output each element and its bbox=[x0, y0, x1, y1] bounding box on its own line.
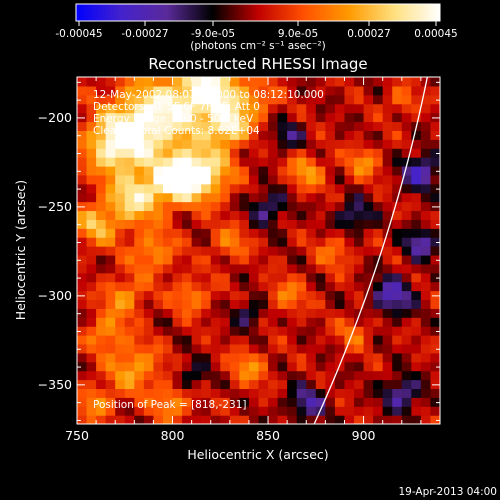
x-tick-label: 900 bbox=[352, 428, 376, 443]
colorbar-tick-label: 9.0e-05 bbox=[278, 28, 318, 40]
colorbar-tick-label: -0.00045 bbox=[55, 28, 102, 40]
info-line-time: 12-May-2002 08:07:18.000 to 08:12:10.000 bbox=[93, 89, 324, 101]
solar-limb-curve bbox=[313, 77, 428, 424]
x-tick-label: 750 bbox=[65, 428, 89, 443]
x-axis: 750 800 850 900 bbox=[65, 77, 422, 443]
footer-date: 19-Apr-2013 04:00 bbox=[398, 486, 497, 498]
chart-title: Reconstructed RHESSI Image bbox=[148, 55, 367, 73]
colorbar-tick-label: 0.00027 bbox=[347, 28, 390, 40]
x-tick-label: 800 bbox=[161, 428, 185, 443]
colorbar-ticks: -0.00045 -0.00027 -9.0e-05 9.0e-05 0.00027 0.… bbox=[55, 21, 458, 40]
info-line-counts: Clean Total Counts: 8.62E+04 bbox=[93, 125, 260, 137]
y-tick-label: −350 bbox=[38, 377, 72, 392]
info-overlay: 12-May-2002 08:07:18.000 to 08:12:10.000… bbox=[93, 89, 324, 411]
info-line-detectors: Detectors: 4F 5F 6F 7F 8F, Att 0 bbox=[93, 101, 260, 113]
y-axis: −200 −250 −300 −350 bbox=[38, 81, 440, 421]
colorbar-tick-label: -9.0e-05 bbox=[191, 28, 235, 40]
colorbar-bar bbox=[75, 3, 441, 22]
y-tick-label: −250 bbox=[38, 199, 72, 214]
colorbar-tick-label: 0.00045 bbox=[414, 28, 457, 40]
info-line-energy: Energy Range: 25.0 - 50.0 keV bbox=[93, 113, 254, 125]
plot-area bbox=[77, 77, 440, 424]
heatmap-image bbox=[77, 77, 440, 424]
colorbar: -0.00045 -0.00027 -9.0e-05 9.0e-05 0.00027 0.… bbox=[55, 3, 458, 52]
colorbar-unit-label: (photons cm⁻² s⁻¹ asec⁻²) bbox=[190, 40, 325, 52]
y-tick-label: −300 bbox=[38, 288, 72, 303]
plot-frame bbox=[76, 76, 441, 425]
peak-position-label: Position of Peak = [818,-231] bbox=[93, 399, 247, 411]
x-tick-label: 850 bbox=[256, 428, 280, 443]
colorbar-tick-label: -0.00027 bbox=[121, 28, 168, 40]
x-axis-label: Heliocentric X (arcsec) bbox=[187, 447, 328, 462]
y-axis-label: Heliocentric Y (arcsec) bbox=[13, 180, 28, 320]
y-tick-label: −200 bbox=[38, 110, 72, 125]
